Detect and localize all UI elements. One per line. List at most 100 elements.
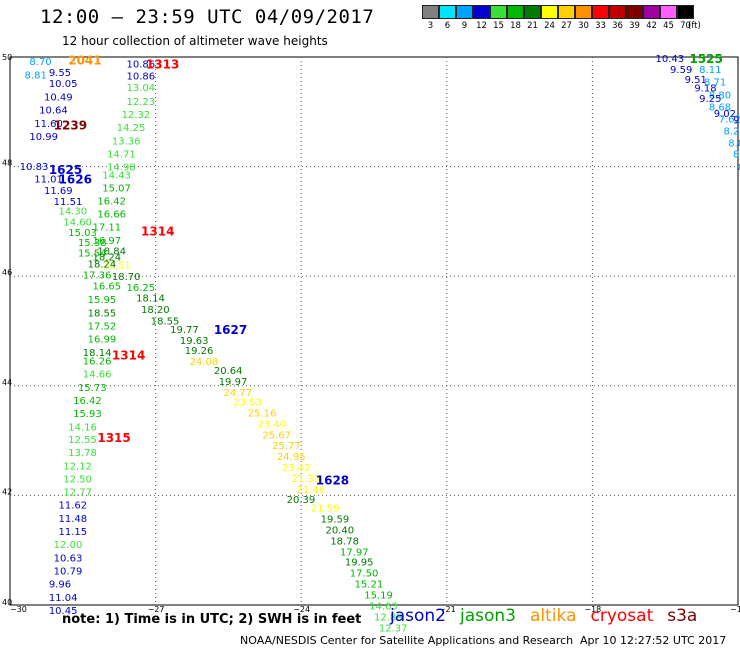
wave-height-value: 21.46 [296, 485, 325, 496]
wave-height-value: 11.60 [34, 119, 63, 130]
satellite-legend: jason2 jason3 altika cryosat s3a [390, 606, 697, 626]
wave-height-value: 9.96 [49, 580, 71, 591]
wave-height-value: 13.04 [126, 83, 155, 94]
scale-bin: 24 [541, 5, 558, 31]
wave-height-value: 12.00 [54, 540, 83, 551]
wave-height-value: 16.97 [93, 236, 122, 247]
wave-height-value: 15.38 [78, 238, 107, 249]
scale-bin: 6 [439, 5, 456, 31]
scale-label: 3 [427, 21, 434, 31]
wave-height-value: 8.81 [728, 138, 740, 149]
latitude-tick-label: 40 [2, 598, 12, 607]
latitude-tick-label: 42 [2, 487, 12, 496]
scale-bin: 15 [490, 5, 507, 31]
wave-height-value: 14.60 [63, 217, 92, 228]
page-title: 12:00 – 23:59 UTC 04/09/2017 [40, 6, 375, 28]
wave-height-value: 16.26 [83, 357, 112, 368]
wave-height-value: 10.43 [655, 54, 684, 65]
scale-swatch [643, 5, 660, 19]
wave-height-value: 12.12 [63, 461, 92, 472]
wave-height-value: 12.50 [63, 474, 92, 485]
wave-height-value: 11.48 [59, 514, 88, 525]
scale-bin: 39 [626, 5, 643, 31]
wave-height-value: 8.80 [709, 90, 731, 101]
wave-height-value: 11.15 [59, 527, 88, 538]
legend-item-jason2: jason2 [390, 606, 446, 626]
wave-height-value: 12.77 [63, 488, 92, 499]
scale-swatch [592, 5, 609, 19]
wave-height-value: 17.11 [93, 222, 122, 233]
scale-swatch [677, 5, 694, 19]
wave-height-value: 15.21 [355, 580, 384, 591]
wave-height-value: 12.37 [379, 623, 408, 634]
wave-height-value: 12.23 [126, 97, 155, 108]
latitude-tick-label: 50 [2, 53, 12, 62]
wave-height-value: 15.03 [68, 228, 97, 239]
wave-height-value: 14.71 [107, 149, 136, 160]
wave-height-value: 12.32 [122, 110, 151, 121]
wave-height-value: 10.86 [126, 72, 155, 83]
wave-height-value: 20.40 [325, 525, 354, 536]
scale-label: 27 [561, 21, 572, 31]
scale-swatch [456, 5, 473, 19]
wave-height-value: 7.62 [719, 114, 740, 125]
wave-height-value: 24.95 [277, 452, 306, 463]
pass-time-label: 1628 [316, 474, 349, 488]
scale-bin: 36 [609, 5, 626, 31]
wave-height-value: 8.81 [25, 71, 47, 82]
scale-swatch [558, 5, 575, 19]
credit-line: NOAA/NESDIS Center for Satellite Applica… [240, 634, 574, 647]
scale-bin: 42 [643, 5, 660, 31]
wave-height-value: 11.62 [59, 501, 88, 512]
longitude-tick-label: −15 [730, 605, 740, 614]
wave-height-value: 10.05 [49, 79, 78, 90]
wave-height-value: 14.98 [107, 163, 136, 174]
wave-height-value: 14.43 [102, 170, 131, 181]
wave-height-value: 8.41 [733, 149, 740, 160]
scale-label: 36 [612, 21, 623, 31]
wave-height-value: 12.55 [68, 435, 97, 446]
scale-swatch [524, 5, 541, 19]
scale-swatch [490, 5, 507, 19]
wave-height-value: 8.71 [704, 78, 726, 89]
wave-height-value: 16.42 [73, 396, 102, 407]
scale-swatch [626, 5, 643, 19]
scale-label: 30 [578, 21, 589, 31]
wave-height-value: 9.51 [685, 75, 707, 86]
wave-height-value: 11.01 [34, 175, 63, 186]
longitude-tick-label: −21 [439, 605, 456, 614]
scale-label: 39 [629, 21, 640, 31]
scale-label: 18 [510, 21, 521, 31]
wave-height-value: 19.95 [345, 558, 374, 569]
latitude-tick-label: 44 [2, 378, 12, 387]
wave-height-value: 14.30 [59, 206, 88, 217]
wave-height-value: 15.07 [102, 183, 131, 194]
wave-height-value: 16.25 [126, 283, 155, 294]
map-frame [9, 56, 739, 606]
wave-height-value: 25.67 [262, 431, 291, 442]
wave-height-value: 8.70 [29, 57, 51, 68]
scale-label: 24 [544, 21, 555, 31]
wave-height-value: 18.55 [151, 317, 180, 328]
wave-height-value: 8.28 [723, 126, 740, 137]
wave-height-value: 11.51 [54, 197, 83, 208]
scale-bin: 45 [660, 5, 677, 31]
wave-height-value: 18.14 [136, 294, 165, 305]
scale-label: 45 [663, 21, 674, 31]
scale-bin: 27 [558, 5, 575, 31]
scale-label: 42 [646, 21, 657, 31]
wave-height-value: 19.26 [185, 346, 214, 357]
wave-height-value: 19.63 [180, 336, 209, 347]
wave-height-value: 15.73 [78, 383, 107, 394]
scale-swatch [422, 5, 439, 19]
scale-label: 12 [476, 21, 487, 31]
wave-height-value: 25.77 [272, 441, 301, 452]
wave-height-value: 9.18 [694, 84, 716, 95]
wave-height-value: 16.42 [97, 197, 126, 208]
wave-height-value: 11.69 [44, 186, 73, 197]
legend-item-altika: altika [530, 606, 577, 626]
wave-height-value: 10.83 [20, 162, 49, 173]
wave-height-value: 8.11 [699, 65, 721, 76]
scale-bin: 70 [677, 5, 694, 31]
